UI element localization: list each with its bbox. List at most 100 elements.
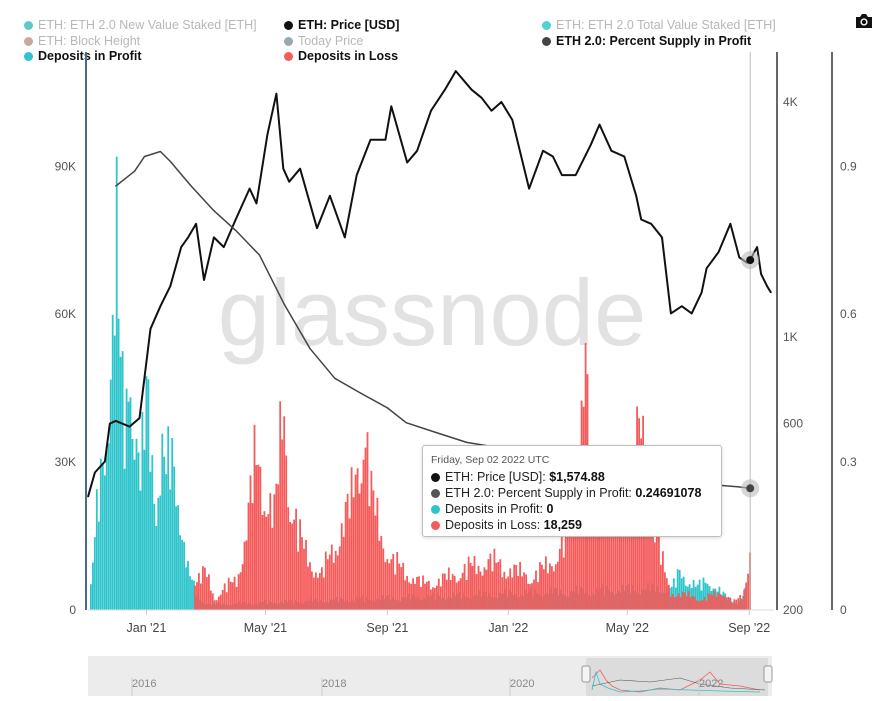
bar-deposits-in-profit bbox=[183, 542, 185, 610]
bar-deposits-in-profit bbox=[668, 588, 671, 610]
legend-item-percent-supply[interactable]: ETH 2.0: Percent Supply in Profit bbox=[542, 34, 751, 49]
chart-area[interactable]: glassnode 0 30K 60K 90K 200 600 1K 4K 0 0.3 0.6 0.9… bbox=[0, 0, 888, 650]
price-line-point bbox=[575, 174, 577, 176]
bar-deposits-in-profit bbox=[532, 597, 534, 610]
bar-deposits-in-profit bbox=[728, 597, 731, 610]
bar-deposits-in-profit bbox=[583, 593, 586, 610]
bar-deposits-in-profit bbox=[502, 593, 505, 610]
tooltip-value: 0 bbox=[546, 502, 554, 516]
bar-deposits-in-loss bbox=[340, 523, 343, 610]
legend-item-today-price[interactable]: Today Price bbox=[284, 34, 363, 49]
bar-deposits-in-profit bbox=[393, 599, 396, 610]
bar-deposits-in-loss bbox=[455, 582, 458, 610]
bar-deposits-in-profit bbox=[611, 591, 614, 610]
bar-deposits-in-loss bbox=[243, 541, 246, 610]
tooltip-date: Friday, Sep 02 2022 UTC bbox=[431, 454, 550, 466]
bar-deposits-in-profit bbox=[149, 471, 152, 610]
bar-deposits-in-loss bbox=[249, 475, 252, 610]
bar-deposits-in-loss bbox=[681, 591, 684, 610]
bar-deposits-in-loss bbox=[307, 566, 309, 610]
price-line-point bbox=[369, 139, 372, 141]
bar-deposits-in-profit bbox=[702, 577, 705, 610]
tooltip-value: 0.24691078 bbox=[635, 486, 702, 500]
bar-deposits-in-loss bbox=[479, 571, 482, 610]
bar-deposits-in-loss bbox=[194, 585, 196, 610]
x-tick-label: May '21 bbox=[244, 621, 287, 635]
bar-deposits-in-profit bbox=[266, 604, 269, 610]
bar-deposits-in-loss bbox=[392, 553, 395, 610]
legend-item-new-value-staked[interactable]: ETH: ETH 2.0 New Value Staked [ETH] bbox=[24, 18, 257, 33]
bar-deposits-in-profit bbox=[593, 594, 596, 610]
legend-dot bbox=[24, 21, 33, 30]
navigator-overlay[interactable] bbox=[0, 650, 888, 701]
bar-deposits-in-loss bbox=[695, 600, 698, 610]
bar-deposits-in-profit bbox=[363, 601, 366, 610]
bar-deposits-in-profit bbox=[450, 598, 453, 610]
legend-item-deposits-profit[interactable]: Deposits in Profit bbox=[24, 49, 141, 64]
bar-deposits-in-profit bbox=[522, 596, 524, 610]
bar-deposits-in-profit bbox=[314, 598, 316, 610]
bar-deposits-in-loss bbox=[646, 470, 648, 610]
legend-item-deposits-loss[interactable]: Deposits in Loss bbox=[284, 49, 398, 64]
bar-deposits-in-profit bbox=[353, 601, 356, 610]
supply-in-profit-line-point bbox=[169, 160, 171, 162]
legend-label: Deposits in Loss bbox=[298, 49, 399, 63]
bar-deposits-in-loss bbox=[211, 593, 214, 610]
bar-deposits-in-profit bbox=[603, 595, 606, 610]
bar-deposits-in-profit bbox=[181, 539, 183, 610]
y-left-tick-label: 90K bbox=[55, 159, 76, 173]
legend-item-price[interactable]: ETH: Price [USD] bbox=[284, 18, 399, 33]
bar-deposits-in-loss bbox=[594, 477, 597, 610]
legend-item-total-value-staked[interactable]: ETH: ETH 2.0 Total Value Staked [ETH] bbox=[542, 18, 776, 33]
bar-deposits-in-loss bbox=[326, 559, 329, 610]
bar-deposits-in-profit bbox=[595, 587, 598, 610]
bar-deposits-in-loss bbox=[219, 594, 222, 610]
bar-deposits-in-loss bbox=[727, 597, 730, 610]
bar-deposits-in-profit bbox=[288, 600, 290, 610]
price-line-point bbox=[770, 292, 772, 294]
bar-deposits-in-profit bbox=[129, 397, 132, 610]
bar-deposits-in-profit bbox=[117, 318, 120, 610]
bar-deposits-in-loss bbox=[664, 572, 666, 610]
bar-deposits-in-loss bbox=[283, 416, 286, 610]
bar-deposits-in-profit bbox=[617, 591, 620, 610]
bar-deposits-in-profit bbox=[189, 576, 191, 610]
bar-deposits-in-profit bbox=[730, 601, 733, 610]
navigator-right-handle[interactable] bbox=[763, 665, 773, 683]
y-left-tick-label: 60K bbox=[55, 307, 76, 321]
navigator-left-handle[interactable] bbox=[581, 665, 591, 683]
bar-deposits-in-profit bbox=[199, 599, 201, 610]
bar-deposits-in-loss bbox=[709, 594, 712, 610]
bar-deposits-in-loss bbox=[259, 466, 262, 610]
legend-item-block-height[interactable]: ETH: Block Height bbox=[24, 34, 140, 49]
bar-deposits-in-profit bbox=[222, 603, 225, 610]
price-line-point bbox=[490, 110, 493, 112]
bar-deposits-in-profit bbox=[536, 593, 538, 610]
bar-deposits-in-loss bbox=[564, 513, 567, 610]
camera-icon[interactable] bbox=[854, 12, 874, 30]
bar-deposits-in-loss bbox=[656, 533, 658, 610]
bar-deposits-in-profit bbox=[478, 590, 481, 610]
bar-deposits-in-profit bbox=[246, 604, 249, 610]
bar-deposits-in-profit bbox=[318, 602, 320, 610]
bar-deposits-in-loss bbox=[408, 582, 410, 610]
legend-label: ETH: Price [USD] bbox=[298, 18, 400, 32]
bar-deposits-in-loss bbox=[612, 504, 615, 610]
bar-deposits-in-loss bbox=[715, 596, 718, 610]
bar-deposits-in-profit bbox=[387, 595, 390, 610]
bar-deposits-in-loss bbox=[439, 586, 442, 610]
bar-deposits-in-profit bbox=[649, 591, 651, 610]
bar-deposits-in-profit bbox=[575, 585, 578, 610]
bar-deposits-in-loss bbox=[654, 542, 656, 610]
bar-deposits-in-loss bbox=[334, 550, 337, 610]
bar-deposits-in-loss bbox=[541, 564, 543, 610]
bar-deposits-in-loss bbox=[592, 491, 595, 610]
bar-deposits-in-profit bbox=[635, 592, 637, 610]
price-line-point bbox=[471, 89, 473, 91]
navigator-selection[interactable] bbox=[586, 658, 768, 696]
bar-deposits-in-profit bbox=[155, 526, 158, 610]
bar-deposits-in-profit bbox=[444, 599, 447, 610]
bar-deposits-in-profit bbox=[212, 602, 215, 610]
bar-deposits-in-profit bbox=[637, 593, 639, 610]
price-line-point bbox=[213, 236, 215, 238]
